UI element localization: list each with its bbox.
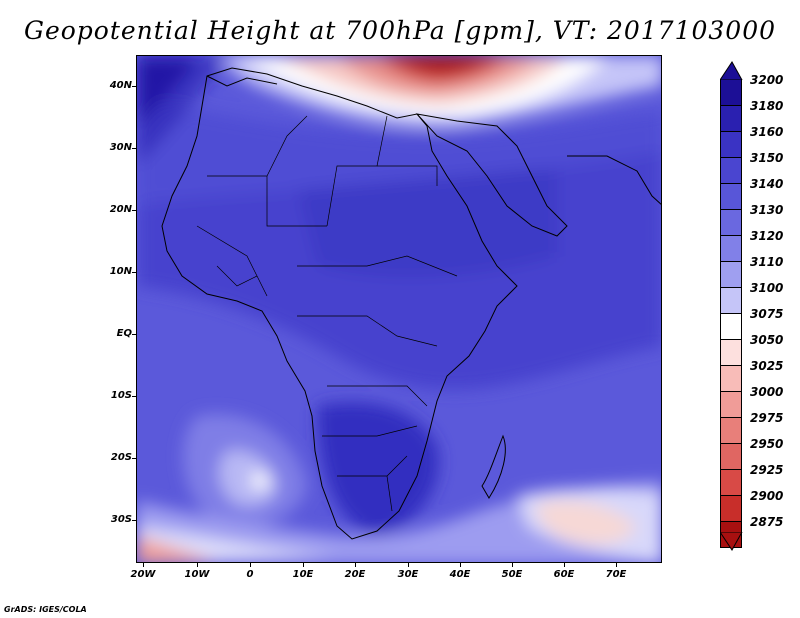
lat-tick — [132, 272, 136, 273]
lon-label-0: 0 — [246, 569, 254, 580]
lat-label-30s: 30S — [110, 514, 132, 525]
lon-tick — [250, 563, 251, 567]
colorbar-swatch — [720, 366, 742, 392]
arabia-outline — [415, 113, 568, 237]
colorbar-swatch — [720, 288, 742, 314]
lat-tick — [132, 396, 136, 397]
colorbar-swatch — [720, 132, 742, 158]
colorbar-swatch — [720, 184, 742, 210]
colorbar-swatch — [720, 496, 742, 522]
lon-tick — [197, 563, 198, 567]
lat-tick — [132, 520, 136, 521]
lat-label-20s: 20S — [110, 452, 132, 463]
colorbar-label: 2950 — [750, 437, 784, 451]
colorbar-label: 3050 — [750, 333, 784, 347]
lon-label-40e: 40E — [449, 569, 471, 580]
colorbar-label: 3120 — [750, 229, 784, 243]
map-canvas — [137, 56, 661, 562]
colorbar-swatch — [720, 340, 742, 366]
lat-tick — [132, 334, 136, 335]
lon-tick — [616, 563, 617, 567]
colorbar-top-arrow — [720, 61, 743, 80]
colorbar-label: 3100 — [750, 281, 784, 295]
colorbar-label: 2925 — [750, 463, 784, 477]
colorbar-label: 3140 — [750, 177, 784, 191]
colorbar-swatch — [720, 106, 742, 132]
lat-tick — [132, 86, 136, 87]
lon-tick — [143, 563, 144, 567]
colorbar-swatch — [720, 418, 742, 444]
coastlines — [161, 67, 661, 540]
colorbar-label: 3025 — [750, 359, 784, 373]
colorbar-label: 2975 — [750, 411, 784, 425]
lat-tick — [132, 210, 136, 211]
lon-tick — [355, 563, 356, 567]
lon-label-20w: 20W — [130, 569, 156, 580]
lon-label-10e: 10E — [292, 569, 314, 580]
colorbar-swatch — [720, 158, 742, 184]
lat-label-10s: 10S — [110, 390, 132, 401]
lat-tick — [132, 458, 136, 459]
height-field — [137, 56, 661, 562]
lon-tick — [564, 563, 565, 567]
colorbar-swatch — [720, 444, 742, 470]
colorbar-label: 3110 — [750, 255, 784, 269]
lat-label-40n: 40N — [109, 80, 132, 91]
colorbar-label: 3150 — [750, 151, 784, 165]
colorbar-label: 3180 — [750, 99, 784, 113]
lon-label-10w: 10W — [184, 569, 210, 580]
map-title: Geopotential Height at 700hPa [gpm], VT:… — [23, 16, 777, 45]
lat-tick — [132, 148, 136, 149]
lon-label-60e: 60E — [553, 569, 575, 580]
colorbar-swatch — [720, 262, 742, 288]
colorbar-label: 2875 — [750, 515, 784, 529]
colorbar-swatch — [720, 236, 742, 262]
colorbar-label: 3130 — [750, 203, 784, 217]
lon-label-20e: 20E — [344, 569, 366, 580]
lon-tick — [512, 563, 513, 567]
lon-label-50e: 50E — [501, 569, 523, 580]
country-borders — [196, 115, 458, 512]
asia-coast — [567, 155, 661, 205]
mediterranean-coast — [206, 75, 278, 87]
colorbar-label: 3200 — [750, 73, 784, 87]
lon-tick — [460, 563, 461, 567]
colorbar-swatch — [720, 314, 742, 340]
colorbar-swatch — [720, 392, 742, 418]
lon-tick — [408, 563, 409, 567]
colorbar-swatch — [720, 470, 742, 496]
geopotential-map — [136, 55, 662, 563]
madagascar-outline — [481, 434, 506, 499]
colorbar-swatch — [720, 210, 742, 236]
lat-label-20n: 20N — [109, 204, 132, 215]
lat-label-10n: 10N — [109, 266, 132, 277]
colorbar-label: 3000 — [750, 385, 784, 399]
colorbar-label: 3160 — [750, 125, 784, 139]
colorbar-swatch — [720, 80, 742, 106]
colorbar-bottom-arrow — [720, 532, 743, 551]
lon-tick — [303, 563, 304, 567]
lat-label-30n: 30N — [109, 142, 132, 153]
colorbar-label: 3075 — [750, 307, 784, 321]
lon-label-30e: 30E — [397, 569, 419, 580]
grads-credit: GrADS: IGES/COLA — [4, 605, 87, 614]
lon-label-70e: 70E — [605, 569, 627, 580]
colorbar-label: 2900 — [750, 489, 784, 503]
lat-label-eq: EQ — [116, 328, 132, 339]
